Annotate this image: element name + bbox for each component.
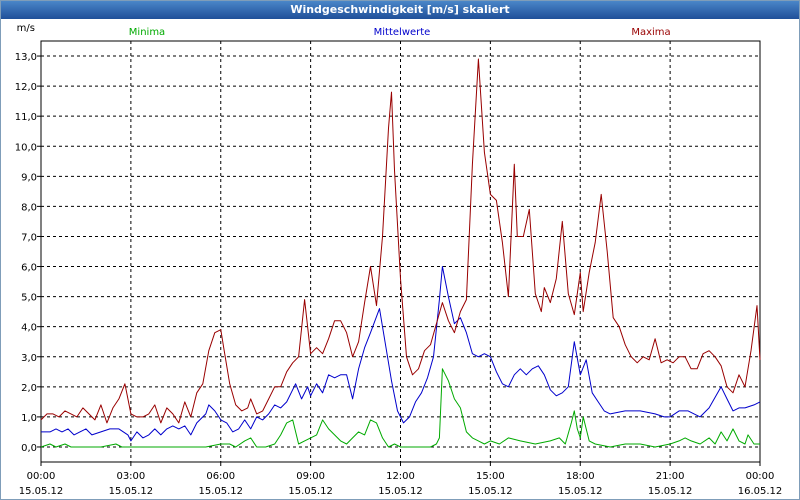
- y-tick-label: 6,0: [21, 263, 37, 274]
- legend-mittel: Mittelwerte: [374, 27, 431, 38]
- legend-maxima: Maxima: [631, 27, 670, 38]
- x-tick-date: 15.05.12: [378, 486, 423, 497]
- x-tick-time: 06:00: [206, 471, 235, 482]
- chart-title: Windgeschwindigkeit [m/s] skaliert: [1, 1, 799, 19]
- y-tick-label: 5,0: [21, 293, 37, 304]
- y-tick-label: 4,0: [21, 323, 37, 334]
- wind-speed-chart: 0,0 1,0 2,0 3,0 4,0 5,0 6,0 7,0 8,0 9,0 10,0 11,0 12…: [15, 23, 783, 497]
- y-tick-label: 13,0: [15, 52, 37, 63]
- x-tick-date: 15.05.12: [468, 486, 513, 497]
- series-line-mittel: [41, 266, 761, 442]
- y-axis-label: m/s: [17, 23, 35, 34]
- series-line-maxima: [40, 58, 761, 424]
- y-tick-label: 9,0: [21, 172, 37, 183]
- x-tick-time: 03:00: [116, 471, 145, 482]
- x-tick-date: 15.05.12: [288, 486, 333, 497]
- x-tick-date: 15.05.12: [198, 486, 243, 497]
- x-tick-date: 15.05.12: [109, 486, 154, 497]
- y-tick-label: 8,0: [21, 202, 37, 213]
- y-tick-label: 0,0: [21, 443, 37, 454]
- x-tick-time: 09:00: [296, 471, 325, 482]
- y-tick-label: 10,0: [15, 142, 37, 153]
- y-tick-label: 12,0: [15, 82, 37, 93]
- y-tick-label: 7,0: [21, 232, 37, 243]
- x-tick-date: 16.05.12: [738, 486, 783, 497]
- x-tick-time: 12:00: [386, 471, 415, 482]
- x-tick-time: 15:00: [476, 471, 505, 482]
- x-tick-time: 00:00: [746, 471, 775, 482]
- y-tick-label: 11,0: [15, 112, 37, 123]
- x-tick-date: 15.05.12: [558, 486, 603, 497]
- legend-minima: Minima: [129, 27, 165, 38]
- series-line-minima: [40, 368, 760, 448]
- x-tick-time: 21:00: [656, 471, 685, 482]
- x-tick-date: 15.05.12: [19, 486, 64, 497]
- x-tick-time: 18:00: [566, 471, 595, 482]
- x-tick-date: 15.05.12: [648, 486, 693, 497]
- x-tick-time: 00:00: [27, 471, 56, 482]
- y-tick-label: 2,0: [21, 383, 37, 394]
- y-tick-label: 3,0: [21, 353, 37, 364]
- y-tick-label: 1,0: [21, 413, 37, 424]
